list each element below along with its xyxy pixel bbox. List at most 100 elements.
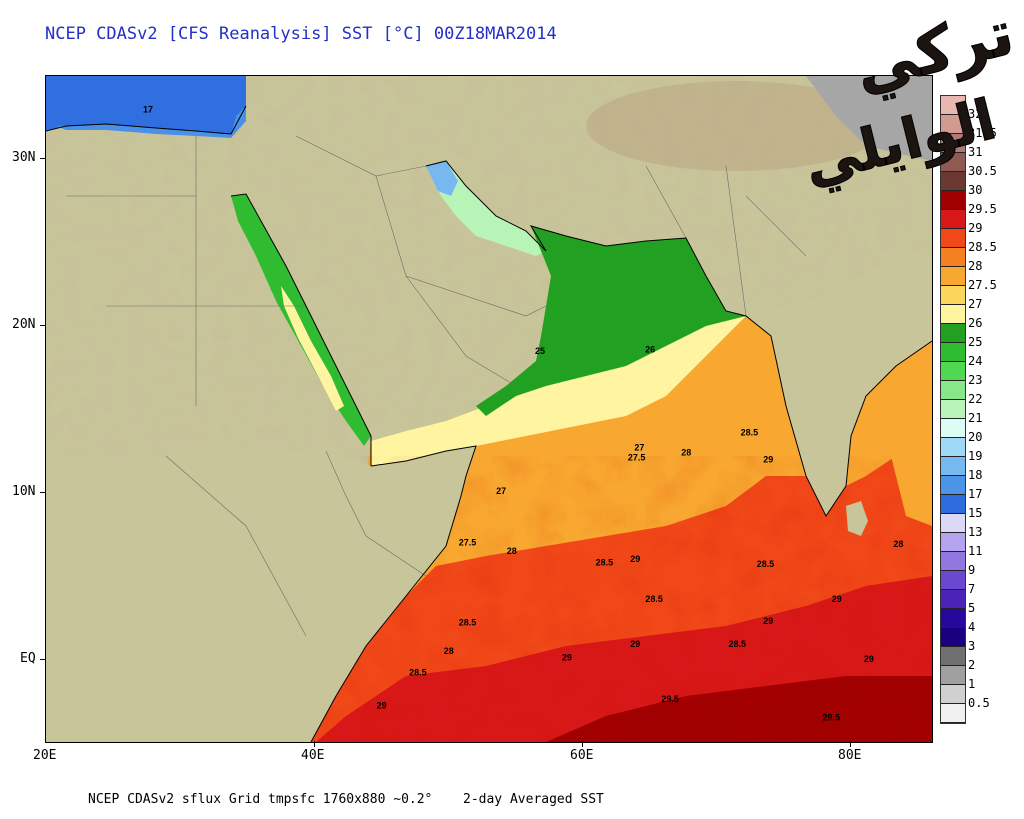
colorbar-swatch xyxy=(941,495,965,514)
india-landmass xyxy=(746,246,932,516)
sst-value-label: 17 xyxy=(143,105,153,115)
colorbar-label: 4 xyxy=(968,620,976,634)
sst-value-label: 27 xyxy=(634,443,644,453)
colorbar-label: 18 xyxy=(968,468,983,482)
sst-value-label: 28.5 xyxy=(596,558,614,568)
sst-value-label: 29 xyxy=(630,554,640,564)
colorbar-swatch xyxy=(941,609,965,628)
colorbar-label: 29.5 xyxy=(968,202,997,216)
colorbar-swatch xyxy=(941,229,965,248)
iranian-plateau xyxy=(586,81,886,171)
colorbar-swatch xyxy=(941,419,965,438)
footer-description: 2-day Averaged SST xyxy=(463,792,604,807)
sst-value-label: 27 xyxy=(496,486,506,496)
sst-value-label: 27.5 xyxy=(628,453,646,463)
colorbar-swatch xyxy=(941,305,965,324)
lon-label-60e: 60E xyxy=(570,748,594,763)
sst-value-label: 26 xyxy=(645,344,655,354)
y-tick-30n xyxy=(40,158,46,159)
colorbar-swatch xyxy=(941,286,965,305)
colorbar-label: 11 xyxy=(968,544,983,558)
colorbar-label: 13 xyxy=(968,525,983,539)
colorbar-label: 25 xyxy=(968,335,983,349)
colorbar-label: 26 xyxy=(968,316,983,330)
sst-value-label: 28 xyxy=(444,646,454,656)
colorbar-label: 1 xyxy=(968,677,976,691)
colorbar-label: 20 xyxy=(968,430,983,444)
colorbar-label: 28.5 xyxy=(968,240,997,254)
colorbar-swatch xyxy=(941,628,965,647)
horn-of-africa xyxy=(46,446,476,742)
colorbar-label: 15 xyxy=(968,506,983,520)
colorbar-label: 0.5 xyxy=(968,696,990,710)
colorbar-swatch xyxy=(941,685,965,704)
footer-source: NCEP CDASv2 sflux Grid tmpsfc 1760x880 ~… xyxy=(88,792,433,807)
colorbar-label: 30 xyxy=(968,183,983,197)
colorbar-label: 30.5 xyxy=(968,164,997,178)
coastlines xyxy=(46,105,932,742)
sst-value-label: 28.5 xyxy=(741,428,759,438)
sst-value-label: 29 xyxy=(763,616,773,626)
colorbar-label: 28 xyxy=(968,259,983,273)
y-tick-20n xyxy=(40,325,46,326)
colorbar-label: 24 xyxy=(968,354,983,368)
colorbar-label: 3 xyxy=(968,639,976,653)
sst-value-label: 29 xyxy=(864,654,874,664)
colorbar-swatch xyxy=(941,647,965,666)
colorbar-label: 22 xyxy=(968,392,983,406)
lat-label-eq: EQ xyxy=(20,651,36,666)
colorbar-swatch xyxy=(941,533,965,552)
sst-value-label: 29 xyxy=(630,639,640,649)
colorbar-label: 23 xyxy=(968,373,983,387)
colorbar-swatch xyxy=(941,552,965,571)
colorbar-label: 21 xyxy=(968,411,983,425)
colorbar-swatch xyxy=(941,590,965,609)
sst-value-label: 29.5 xyxy=(661,694,679,704)
colorbar-swatch xyxy=(941,381,965,400)
colorbar-swatch xyxy=(941,343,965,362)
colorbar-swatch xyxy=(941,248,965,267)
sst-value-label: 28 xyxy=(507,546,517,556)
colorbar-swatch xyxy=(941,704,965,723)
sst-value-label: 29.5 xyxy=(823,712,841,722)
sst-value-label: 28 xyxy=(893,539,903,549)
colorbar-swatch xyxy=(941,400,965,419)
country-borders xyxy=(66,135,807,637)
sst-value-label: 28.5 xyxy=(757,559,775,569)
persian-gulf-north xyxy=(426,161,458,196)
lat-label-20n: 20N xyxy=(12,317,36,332)
colorbar-swatch xyxy=(941,191,965,210)
colorbar-labels: 32 31.5 31 30.5 30 29.5 29 28.5 28 27.5 27 26 25 24 23… xyxy=(968,95,997,722)
colorbar-label: 32 xyxy=(968,107,983,121)
colorbar-label: 17 xyxy=(968,487,983,501)
sst-value-label: 29 xyxy=(377,701,387,711)
lon-label-20e: 20E xyxy=(33,748,57,763)
colorbar-label: 19 xyxy=(968,449,983,463)
sst-value-label: 28.5 xyxy=(459,617,477,627)
colorbar-swatch xyxy=(941,476,965,495)
colorbar-swatch xyxy=(941,210,965,229)
sst-value-label: 28.5 xyxy=(645,594,663,604)
colorbar-label: 31.5 xyxy=(968,126,997,140)
colorbar-label: 5 xyxy=(968,601,976,615)
sst-value-label: 29 xyxy=(562,652,572,662)
colorbar-swatch xyxy=(941,666,965,685)
bay-of-bengal xyxy=(886,341,932,526)
sst-value-label: 29 xyxy=(763,454,773,464)
x-tick-80e xyxy=(850,741,851,747)
mediterranean-coast xyxy=(56,106,246,138)
red-sea-warm xyxy=(281,286,344,411)
colorbar-swatch xyxy=(941,96,965,115)
colorbar-swatch xyxy=(941,115,965,134)
x-tick-40e xyxy=(314,741,315,747)
sst-value-label: 28 xyxy=(681,448,691,458)
lat-label-30n: 30N xyxy=(12,150,36,165)
lat-label-10n: 10N xyxy=(12,484,36,499)
chart-title: NCEP CDASv2 [CFS Reanalysis] SST [°C] 00… xyxy=(45,24,557,44)
colorbar-label: 29 xyxy=(968,221,983,235)
colorbar-swatch xyxy=(941,267,965,286)
colorbar-swatch xyxy=(941,438,965,457)
colorbar-swatch xyxy=(941,457,965,476)
